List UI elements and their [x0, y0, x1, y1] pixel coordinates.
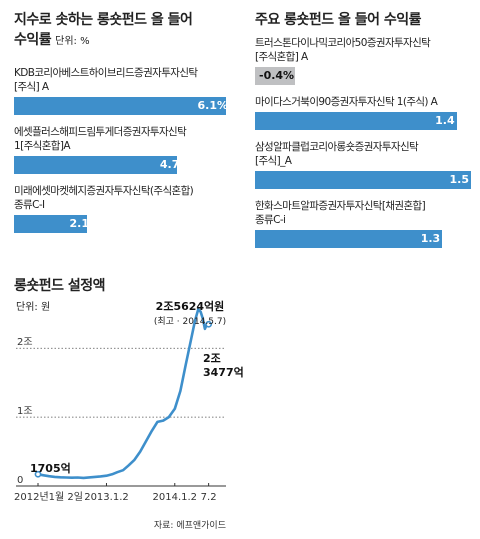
left-title-line1: 지수로 솟하는 롱숏펀드 올 들어 — [14, 12, 193, 28]
y-tick-label: 1조 — [17, 406, 33, 417]
right-bar-value: 1.5 — [449, 173, 470, 186]
y-tick-label: 2조 — [17, 337, 33, 348]
left-fund-list: KDB코리아베스트하이브리드증권자투자신탁 [주식] A 6.1% 에셋플러스해피드… — [14, 66, 232, 233]
chart-y-ticks: 0 1조 2조 — [17, 337, 33, 486]
left-bar — [14, 215, 87, 233]
left-title-word: 수익률 — [14, 32, 52, 48]
left-fund-0: KDB코리아베스트하이브리드증권자투자신탁 [주식] A 6.1% — [14, 66, 232, 115]
left-bar — [14, 156, 178, 174]
right-fund-label: 마이다스거북이90증권자투자신탁 1(주식) A — [255, 96, 438, 108]
left-fund-label: KDB코리아베스트하이브리드증권자투자신탁 [주식] A — [14, 67, 198, 93]
right-bar-track: 1.4 — [255, 112, 473, 130]
right-fund-3: 한화스마트알파증권자투자신탁[채권혼합] 종류C-i 1.3 — [255, 199, 473, 248]
left-fund-1: 에셋플러스해피드림투게더증권자투자신탁 1[주식혼합]A 4.7 — [14, 125, 232, 174]
right-title: 주요 롱숏펀드 올 들어 수익률 — [255, 12, 422, 28]
chart-title: 롱숏펀드 설정액 — [14, 277, 105, 294]
left-bar-value: 6.1% — [197, 99, 228, 112]
right-fund-2: 삼성알파클럽코리아롱숏증권자투자신탁 [주식]_A 1.5 — [255, 140, 473, 189]
chart-unit: 단위: 원 — [16, 300, 50, 313]
chart-markers — [34, 320, 213, 478]
annotation-peak-sub: (최고 · 2014.5.7) — [154, 316, 226, 327]
left-fund-label: 미래에셋마켓헤지증권자투자신탁(주식혼합) 종류C-I — [14, 185, 194, 211]
annotation-start: 1705억 — [30, 462, 71, 475]
right-bar-track: 1.5 — [255, 171, 473, 189]
x-tick-label: 7.2 — [201, 492, 217, 503]
left-bar-value: 2.1 — [69, 217, 89, 230]
chart-source: 자료: 에프앤가이드 — [154, 520, 226, 531]
left-bar-track: 4.7 — [14, 156, 232, 174]
right-fund-0: 트러스톤다이나믹코리아50증권자투자신탁 [주식혼합] A -0.4% — [255, 36, 473, 85]
left-bar-value: 4.7 — [159, 158, 180, 171]
annotation-end-line2: 3477억 — [203, 366, 244, 379]
end-point-marker — [205, 320, 213, 328]
annotation-peak: 2조5624억원 — [156, 299, 225, 313]
left-panel: 지수로 솟하는 롱숏펀드 올 들어 수익률 단위: % KDB코리아베스트하이브리… — [14, 10, 232, 233]
left-bar-track: 2.1 — [14, 215, 232, 233]
right-bar-value: 1.3 — [420, 232, 441, 245]
chart-grid — [16, 347, 226, 487]
x-tick-label: 2013.1.2 — [84, 492, 129, 503]
right-fund-label: 한화스마트알파증권자투자신탁[채권혼합] 종류C-i — [255, 200, 426, 226]
right-bar — [255, 171, 471, 189]
left-title-line2: 수익률 단위: % — [14, 30, 232, 52]
right-fund-label: 삼성알파클럽코리아롱숏증권자투자신탁 [주식]_A — [255, 141, 419, 167]
left-unit-label: 단위: % — [55, 36, 90, 47]
right-fund-label: 트러스톤다이나믹코리아50증권자투자신탁 [주식혼합] A — [255, 37, 431, 63]
left-fund-2: 미래에셋마켓헤지증권자투자신탁(주식혼합) 종류C-I 2.1 — [14, 184, 232, 233]
y-tick-label: 0 — [17, 475, 23, 486]
right-fund-list: 트러스톤다이나믹코리아50증권자투자신탁 [주식혼합] A -0.4% 마이다스거북… — [255, 36, 473, 248]
right-bar — [255, 112, 457, 130]
x-tick-label: 2012년1월 2일 — [14, 491, 83, 503]
chart-x-ticks: 2012년1월 2일 2013.1.2 2014.1.2 7.2 — [14, 483, 217, 503]
right-bar-track: -0.4% — [255, 67, 473, 85]
right-fund-1: 마이다스거북이90증권자투자신탁 1(주식) A 1.4 — [255, 95, 473, 130]
left-bar-track: 6.1% — [14, 97, 232, 115]
start-point-marker — [34, 470, 42, 478]
right-bar-track: 1.3 — [255, 230, 473, 248]
left-bar — [14, 97, 226, 115]
right-panel: 주요 롱숏펀드 올 들어 수익률 트러스톤다이나믹코리아50증권자투자신탁 [주… — [255, 10, 473, 248]
right-bar — [255, 230, 443, 248]
right-bar-value: -0.4% — [259, 69, 295, 82]
annotation-end-line1: 2조 — [203, 352, 221, 365]
right-bar — [255, 67, 295, 85]
series-line — [36, 308, 210, 480]
right-bar-value: 1.4 — [435, 114, 455, 127]
x-tick-label: 2014.1.2 — [153, 492, 198, 503]
left-fund-label: 에셋플러스해피드림투게더증권자투자신탁 1[주식혼합]A — [14, 126, 187, 152]
